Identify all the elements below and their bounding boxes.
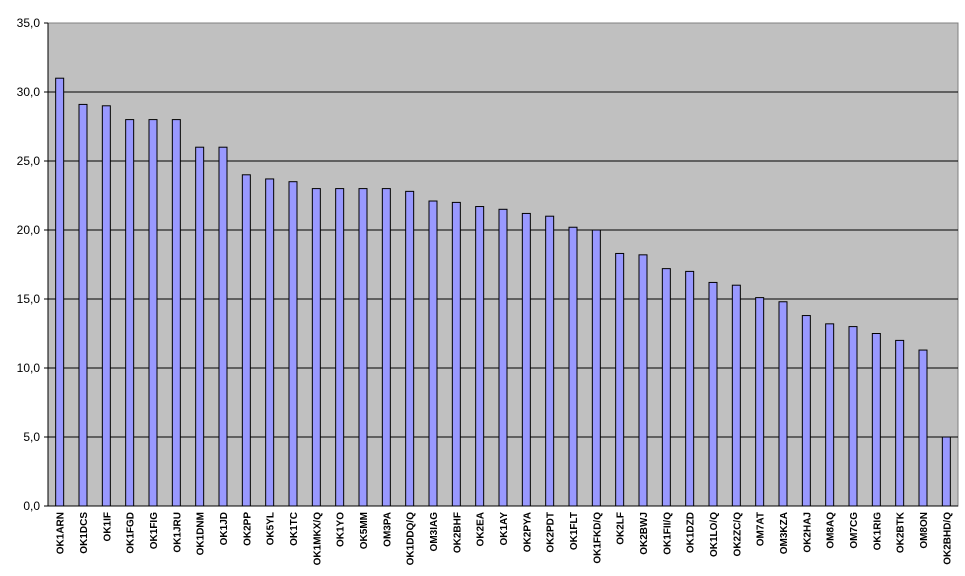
x-tick-label: OK1DCS — [79, 512, 90, 554]
bar-ok1arn — [55, 77, 65, 507]
bar-ok2ea — [475, 206, 485, 507]
y-tick-label: 15,0 — [17, 292, 41, 306]
bar-ok2bhf — [451, 201, 461, 507]
bar-ok1if — [101, 105, 111, 507]
bar-ok1dnm — [195, 146, 205, 507]
y-tick-label: 35,0 — [17, 16, 41, 30]
x-tick-label: OK1RIG — [872, 512, 883, 551]
x-tick-label: OK2EA — [476, 512, 487, 546]
x-axis-labels: OK1ARN OK1DCS OK1IF OK1FGD OK1FIG OK1JRU OK1DN… — [56, 511, 954, 565]
bar-om7cg — [848, 326, 858, 507]
bar-ok2lf — [615, 252, 625, 507]
bar-ok1fig — [148, 119, 158, 507]
x-tick-label: OM3IAG — [429, 512, 440, 552]
x-tick-label: OM7CG — [849, 512, 860, 549]
bar-ok2haj — [801, 315, 811, 507]
bar-ok1mkx-q — [311, 188, 321, 507]
x-tick-label: OM7AT — [756, 512, 767, 546]
x-tick-label: OK2BHD/Q — [942, 512, 953, 565]
bar-ok2pya — [521, 212, 531, 507]
x-tick-label: OK2HAJ — [802, 512, 813, 553]
x-tick-label: OK1IF — [102, 512, 113, 541]
bars — [55, 77, 951, 507]
bar-ok1yo — [335, 188, 345, 507]
bar-ok1jru — [171, 119, 181, 507]
x-tick-label: OK1MKX/Q — [312, 512, 323, 566]
bar-ok2btk — [895, 339, 905, 507]
bar-ok1ay — [498, 208, 508, 507]
bar-ok2pp — [241, 174, 251, 507]
x-tick-label: OK5YL — [266, 512, 277, 545]
bar-ok1tc — [288, 181, 298, 507]
x-tick-label: OK1ARN — [56, 512, 67, 554]
bar-ok1fii-q — [661, 268, 671, 507]
bar-ok5yl — [265, 178, 275, 507]
x-tick-label: OK1DZD — [686, 512, 697, 553]
bar-om8on — [918, 349, 928, 507]
bar-om3kza — [778, 301, 788, 507]
x-tick-label: OK1FLT — [569, 512, 580, 550]
bar-ok2zc-q — [731, 284, 741, 507]
bar-om8aq — [825, 323, 835, 507]
x-tick-label: OK2BTK — [896, 511, 907, 553]
x-tick-label: OK1FGD — [126, 512, 137, 554]
bar-ok1fgd — [125, 119, 135, 507]
x-tick-label: OK1TC — [289, 512, 300, 546]
bar-ok1jd — [218, 146, 228, 507]
x-tick-label: OM8AQ — [826, 512, 837, 549]
x-tick-label: OK1FIG — [149, 512, 160, 549]
y-tick-label: 30,0 — [17, 85, 41, 99]
y-tick-label: 10,0 — [17, 361, 41, 375]
x-tick-label: OK2ZC/Q — [732, 512, 743, 557]
bar-ok2bwj — [638, 254, 648, 507]
x-tick-label: OK1FII/Q — [662, 512, 673, 555]
bar-ok1lo-q — [708, 281, 718, 507]
bar-ok2pdt — [545, 215, 555, 507]
bar-ok1fkd-q — [591, 229, 601, 507]
x-tick-label: OK1FKD/Q — [592, 512, 603, 564]
x-tick-label: OK1AY — [499, 512, 510, 546]
y-tick-label: 0,0 — [23, 499, 40, 513]
x-tick-label: OM3KZA — [779, 512, 790, 554]
x-tick-label: OK2BHF — [452, 512, 463, 553]
bar-ok1dcs — [78, 103, 88, 507]
x-tick-label: OK1JD — [219, 512, 230, 545]
x-tick-label: OK1LO/Q — [709, 512, 720, 557]
bar-ok1flt — [568, 226, 578, 507]
x-tick-label: OK2LF — [616, 512, 627, 545]
bar-om3pa — [381, 188, 391, 507]
x-tick-label: OK1JRU — [172, 512, 183, 553]
x-tick-label: OK1YO — [336, 512, 347, 547]
bar-ok1rig — [871, 333, 881, 507]
y-tick-label: 20,0 — [17, 223, 41, 237]
x-tick-label: OK2PP — [242, 512, 253, 546]
bar-ok2bhd-q — [941, 436, 951, 507]
x-tick-label: OK2PDT — [546, 512, 557, 553]
y-tick-label: 5,0 — [23, 430, 40, 444]
bar-ok1ddq-q — [405, 190, 415, 507]
x-tick-label: OK1DNM — [196, 512, 207, 555]
x-tick-label: OK2BWJ — [639, 512, 650, 555]
x-tick-label: OM3PA — [382, 512, 393, 547]
bar-ok5mm — [358, 188, 368, 507]
bar-om3iag — [428, 200, 438, 507]
x-tick-label: OK1DDQ/Q — [406, 512, 417, 566]
bar-om7at — [755, 297, 765, 507]
x-tick-label: OK2PYA — [522, 512, 533, 552]
bar-ok1dzd — [685, 270, 695, 507]
x-tick-label: OK5MM — [359, 512, 370, 549]
y-tick-label: 25,0 — [17, 154, 41, 168]
x-tick-label: OM8ON — [919, 512, 930, 549]
